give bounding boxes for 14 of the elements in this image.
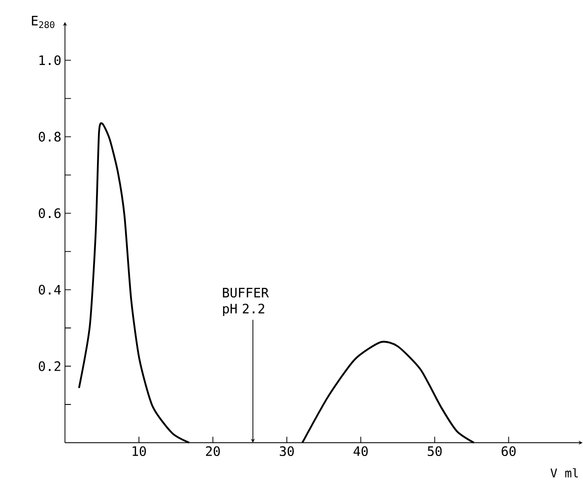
y-tick-label: 1.0	[40, 55, 61, 66]
x-tick-label: 10	[132, 446, 146, 456]
annotation: BUFFER pH 2.2	[222, 288, 269, 316]
y-tick-label: 0.4	[38, 284, 61, 295]
x-tick-label: 20	[206, 446, 220, 456]
x-tick-label: 30	[280, 446, 294, 456]
y-tick-label: 0.8	[38, 132, 61, 142]
y-axis-title: E$_{280}$	[32, 16, 54, 28]
y-tick-label: 0.2	[38, 361, 60, 372]
x-tick-label: 50	[428, 446, 442, 456]
x-tick-label: 60	[502, 446, 516, 456]
y-tick-label: 0.6	[38, 208, 61, 218]
x-tick-label: 40	[354, 446, 368, 456]
x-axis-title: V ml	[550, 468, 578, 478]
